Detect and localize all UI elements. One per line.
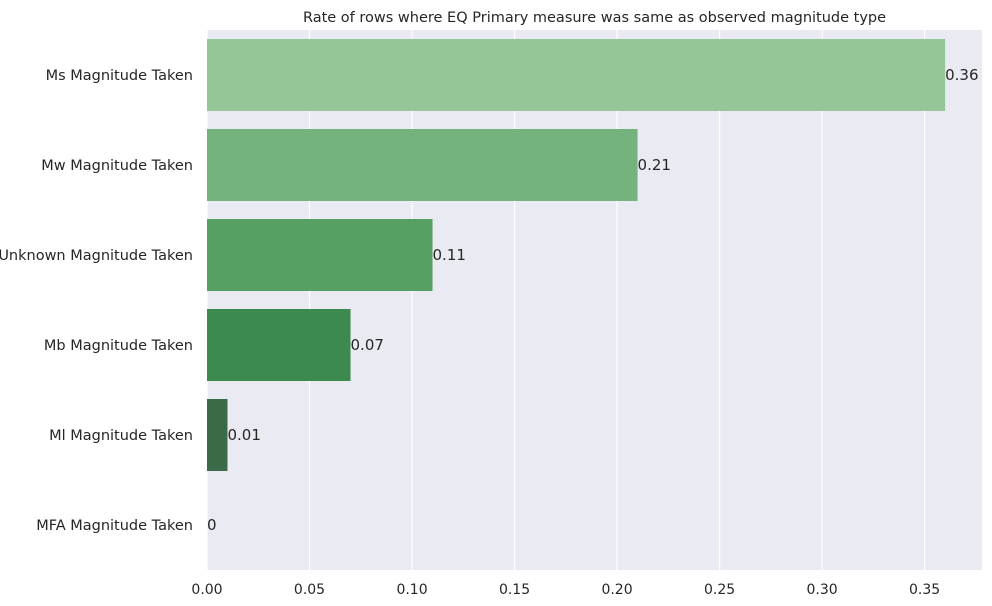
gridlines [206, 30, 926, 570]
bar [207, 39, 946, 111]
bars [207, 39, 946, 471]
plot-area [207, 30, 982, 570]
chart-title: Rate of rows where EQ Primary measure wa… [303, 10, 886, 26]
bar [207, 309, 351, 381]
x-tick-label: 0.35 [909, 582, 940, 598]
category-label: Mb Magnitude Taken [44, 338, 193, 354]
data-label: 0.07 [351, 336, 384, 354]
x-tick-label: 0.05 [294, 582, 325, 598]
x-tick-label: 0.10 [396, 582, 427, 598]
x-tick-label: 0.30 [806, 582, 837, 598]
category-label: Unknown Magnitude Taken [0, 248, 193, 264]
data-labels: 0.36 0.21 0.11 0.07 0.01 0 [207, 66, 979, 534]
bar [207, 399, 228, 471]
category-label: MFA Magnitude Taken [36, 518, 193, 534]
x-tick-labels: 0.00 0.05 0.10 0.15 0.20 0.25 0.30 0.35 [191, 582, 940, 598]
data-label: 0.11 [433, 246, 466, 264]
category-labels: Ms Magnitude Taken Mw Magnitude Taken Unkn… [0, 68, 193, 534]
x-tick-label: 0.00 [191, 582, 222, 598]
data-label: 0.01 [228, 426, 261, 444]
category-label: Ml Magnitude Taken [49, 428, 193, 444]
bar [207, 129, 638, 201]
x-tick-label: 0.15 [499, 582, 530, 598]
category-label: Mw Magnitude Taken [41, 158, 193, 174]
x-tick-label: 0.20 [601, 582, 632, 598]
data-label: 0 [207, 516, 217, 534]
data-label: 0.21 [638, 156, 671, 174]
category-label: Ms Magnitude Taken [46, 68, 193, 84]
x-tick-label: 0.25 [704, 582, 735, 598]
bar [207, 219, 433, 291]
data-label: 0.36 [945, 66, 978, 84]
